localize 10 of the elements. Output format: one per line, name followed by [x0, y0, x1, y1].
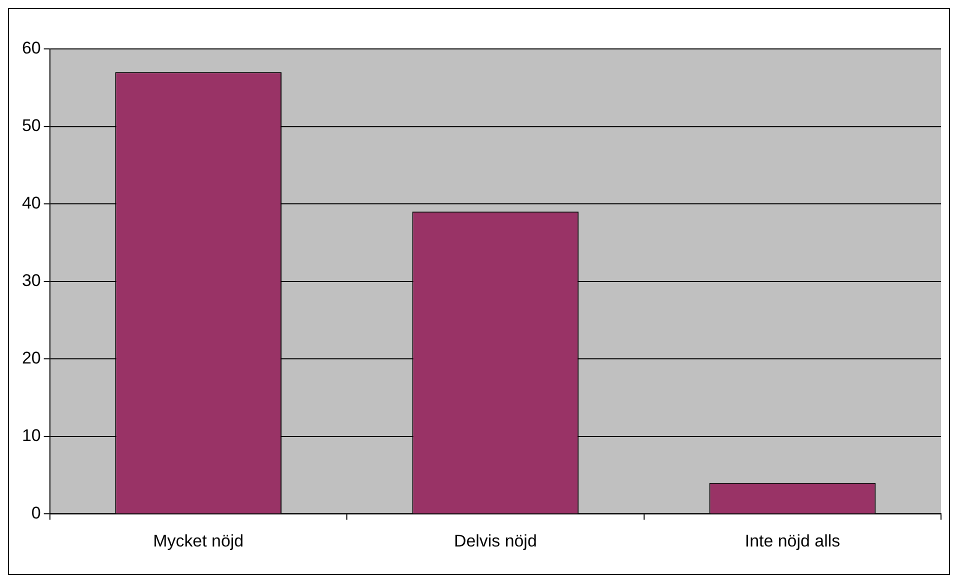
x-tick-label: Inte nöjd alls [744, 532, 840, 551]
x-tick-label: Delvis nöjd [454, 532, 537, 551]
x-tick-label: Mycket nöjd [153, 532, 244, 551]
y-tick-label: 0 [31, 503, 41, 522]
y-tick-label: 60 [22, 38, 41, 58]
y-tick-label: 30 [22, 271, 41, 290]
y-tick-label: 20 [22, 348, 41, 368]
y-tick-label: 40 [22, 194, 41, 213]
y-tick-label: 50 [22, 116, 41, 136]
y-tick-label: 10 [22, 426, 41, 445]
